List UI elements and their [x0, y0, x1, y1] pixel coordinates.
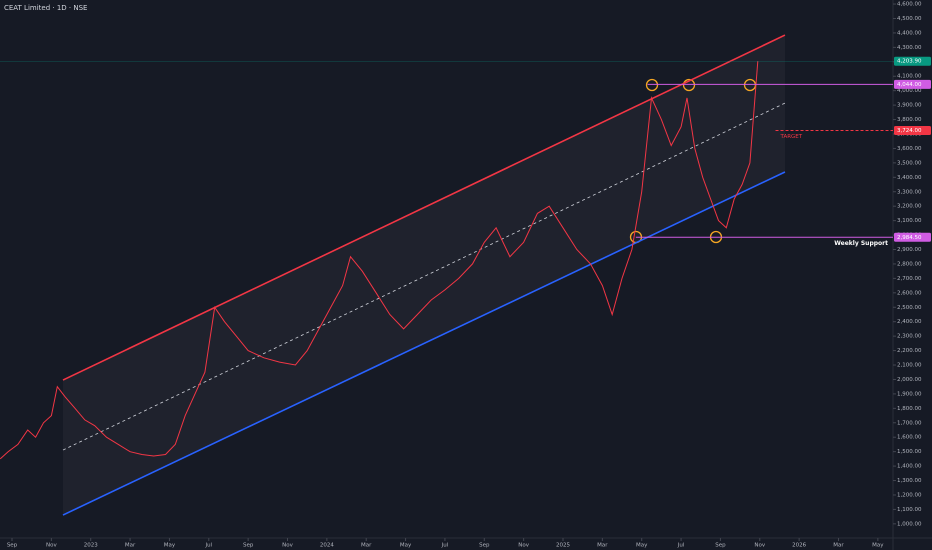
y-tick-label: 1,500.00 [897, 449, 922, 455]
y-tick-label: 4,100.00 [897, 74, 922, 80]
x-tick-label: May [400, 543, 412, 549]
y-tick-label: 2,100.00 [897, 363, 922, 369]
y-tick-label: 1,800.00 [897, 406, 922, 412]
y-tick-label: 2,000.00 [897, 377, 922, 383]
x-tick-label: Nov [754, 543, 765, 549]
y-tick-label: 2,900.00 [897, 247, 922, 253]
price-tag-label: 4,044.00 [897, 82, 922, 88]
x-tick-label: Sep [7, 543, 18, 549]
y-tick-label: 4,600.00 [897, 2, 922, 8]
x-tick-label: Sep [479, 543, 490, 549]
circle [682, 78, 696, 92]
y-tick-label: 2,600.00 [897, 290, 922, 296]
y-tick-label: 3,200.00 [897, 204, 922, 210]
x-tick-label: Nov [282, 543, 293, 549]
price-tag-label: 2,984.50 [897, 235, 922, 241]
x-tick-label: May [636, 543, 648, 549]
circle [645, 78, 659, 92]
x-tick-label: Mar [597, 543, 608, 549]
x-tick-label: 2023 [84, 543, 98, 549]
y-tick-label: 2,200.00 [897, 348, 922, 354]
y-tick-label: 3,900.00 [897, 103, 922, 109]
y-tick-label: 2,500.00 [897, 305, 922, 311]
x-tick-label: Mar [361, 543, 372, 549]
y-tick-label: 2,400.00 [897, 319, 922, 325]
x-tick-label: Sep [243, 543, 254, 549]
y-tick-label: 1,900.00 [897, 391, 922, 397]
y-tick-label: 3,600.00 [897, 146, 922, 152]
price-tag [894, 232, 931, 242]
y-tick-label: 1,600.00 [897, 435, 922, 441]
y-tick-label: 1,200.00 [897, 492, 922, 498]
y-tick-label: 2,700.00 [897, 276, 922, 282]
y-tick-label: 1,100.00 [897, 507, 922, 513]
y-tick-label: 4,000.00 [897, 88, 922, 94]
y-tick-label: 2,300.00 [897, 334, 922, 340]
x-tick-label: Jul [441, 543, 449, 549]
x-tick-label: Mar [125, 543, 136, 549]
y-tick-label: 3,100.00 [897, 218, 922, 224]
x-tick-label: Jul [204, 543, 212, 549]
price-tag [894, 126, 931, 136]
x-tick-label: 2024 [320, 543, 334, 549]
y-tick-label: 1,000.00 [897, 521, 922, 527]
x-tick-label: May [872, 543, 884, 549]
x-tick-label: Sep [715, 543, 726, 549]
x-tick-label: May [164, 543, 176, 549]
x-tick-label: Mar [833, 543, 844, 549]
x-tick-label: Jul [677, 543, 685, 549]
y-tick-label: 3,500.00 [897, 160, 922, 166]
y-tick-label: 1,700.00 [897, 420, 922, 426]
trendline [62, 171, 786, 516]
y-tick-label: 2,800.00 [897, 261, 922, 267]
trendline [62, 102, 786, 451]
price-tag-label: 3,724.00 [897, 128, 922, 134]
trendline [62, 34, 786, 381]
price-tag [894, 56, 931, 66]
channel-fill [63, 35, 785, 515]
y-tick-label: 3,800.00 [897, 117, 922, 123]
level-annotation: TARGET [780, 134, 803, 140]
price-tag-label: 4,203.90 [897, 59, 922, 65]
y-tick-label: 4,500.00 [897, 16, 922, 22]
price-tag [894, 79, 931, 89]
chart-title: CEAT Limited · 1D · NSE [4, 4, 87, 12]
y-tick-label: 3,300.00 [897, 189, 922, 195]
x-tick-label: Nov [46, 543, 57, 549]
level-annotation: Weekly Support [834, 240, 888, 247]
y-tick-label: 3,400.00 [897, 175, 922, 181]
x-tick-label: 2026 [792, 543, 806, 549]
price-line [0, 61, 759, 460]
x-tick-label: Nov [518, 543, 529, 549]
y-tick-label: 1,300.00 [897, 478, 922, 484]
y-tick-label: 4,400.00 [897, 30, 922, 36]
y-tick-label: 4,300.00 [897, 45, 922, 51]
y-tick-label: 1,400.00 [897, 464, 922, 470]
x-tick-label: 2025 [556, 543, 570, 549]
